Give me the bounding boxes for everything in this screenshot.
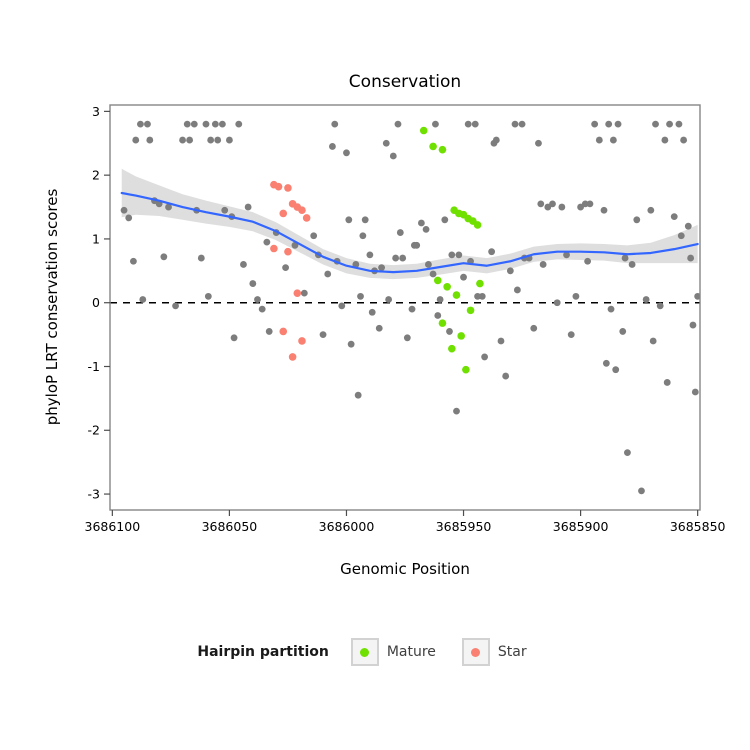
svg-text:3686100: 3686100 bbox=[85, 519, 141, 534]
legend-label-star: Star bbox=[497, 644, 527, 660]
svg-text:3685950: 3685950 bbox=[436, 519, 492, 534]
svg-text:-3: -3 bbox=[88, 486, 100, 501]
svg-text:3685900: 3685900 bbox=[553, 519, 609, 534]
svg-text:2: 2 bbox=[92, 168, 100, 183]
svg-text:3686050: 3686050 bbox=[202, 519, 258, 534]
svg-text:3685850: 3685850 bbox=[670, 519, 726, 534]
legend-key-mature bbox=[350, 638, 379, 666]
svg-text:1: 1 bbox=[92, 231, 100, 246]
legend: Hairpin partition Mature Star bbox=[0, 638, 750, 666]
plot-canvas: 3686100 3686050 3686000 3685950 3685900 36858… bbox=[85, 104, 726, 534]
svg-text:0: 0 bbox=[92, 295, 100, 310]
x-axis-label: Genomic Position bbox=[340, 560, 470, 578]
legend-label-mature: Mature bbox=[386, 644, 436, 660]
star-dot-icon bbox=[471, 647, 481, 657]
legend-key-star bbox=[461, 638, 490, 666]
svg-text:3686000: 3686000 bbox=[319, 519, 375, 534]
svg-text:3: 3 bbox=[92, 104, 100, 119]
svg-text:-1: -1 bbox=[88, 359, 100, 374]
chart-title: Conservation bbox=[348, 72, 462, 92]
svg-text:-2: -2 bbox=[88, 423, 100, 438]
mature-dot-icon bbox=[360, 647, 370, 657]
legend-title: Hairpin partition bbox=[197, 644, 329, 660]
